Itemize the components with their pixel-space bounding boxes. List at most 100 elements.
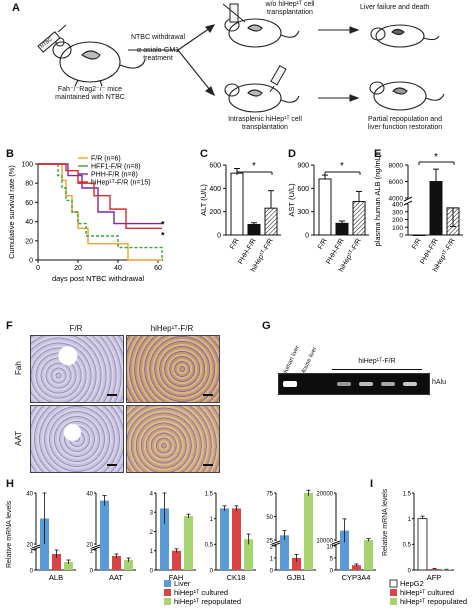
gel-band bbox=[283, 381, 297, 387]
y-tick-label: 10 bbox=[326, 544, 333, 550]
mouse-bottom-icon bbox=[224, 83, 300, 113]
x-tick-label: F/R bbox=[411, 238, 423, 251]
significance-star: * bbox=[252, 161, 256, 172]
bar bbox=[280, 535, 289, 570]
axis-break bbox=[31, 546, 41, 551]
gene-label: CYP3A4 bbox=[342, 573, 371, 582]
x-tick-label: F/R bbox=[229, 238, 241, 251]
legend-label: PHH-F/R (n=8) bbox=[91, 172, 138, 179]
mouse-start-label-line1: Fah⁻/⁻Rag2⁻/⁻ mice bbox=[57, 86, 123, 93]
bar bbox=[100, 500, 109, 570]
bar bbox=[352, 565, 361, 570]
bar bbox=[160, 508, 169, 570]
micrograph-hihep-fah bbox=[126, 335, 220, 403]
panel-a-schematic bbox=[37, 3, 445, 113]
crossed-syringe-icon bbox=[222, 3, 246, 23]
panel-f-col2: hiHep¹ᵀ-F/R bbox=[150, 324, 194, 333]
gel-band bbox=[403, 382, 417, 386]
y-tick-label: 200 bbox=[209, 209, 221, 216]
micrograph-hihep-aat bbox=[126, 405, 220, 473]
scale-bar bbox=[203, 394, 213, 396]
lane-group-label: hiHep¹ᵀ-F/R bbox=[358, 358, 396, 365]
axis-break bbox=[91, 546, 101, 551]
treatment-line3: treatment bbox=[143, 55, 173, 62]
survival-curve-1 bbox=[38, 163, 163, 260]
y-tick-label: 0 bbox=[150, 568, 154, 574]
axis-break bbox=[31, 544, 41, 549]
y-tick-label: 0 bbox=[270, 568, 274, 574]
y-axis-label: plasma human ALB (ng/mL) bbox=[373, 153, 382, 246]
micrograph-fr-fah bbox=[30, 335, 124, 403]
bottom-branch-label: Intrasplenic hiHep¹ᵀ cell transplantatio… bbox=[210, 116, 320, 132]
y-tick-label: 20000 bbox=[316, 491, 333, 497]
y-tick-label: 0 bbox=[90, 568, 94, 574]
y-tick-label: 400 bbox=[392, 202, 403, 209]
treatment-line2: α-asialo-GM1 bbox=[136, 47, 180, 54]
bar bbox=[264, 207, 278, 236]
scale-bar bbox=[107, 394, 117, 396]
y-tick-label: 20 bbox=[26, 542, 33, 548]
scale-bar bbox=[107, 464, 117, 466]
x-tick-label: 40 bbox=[114, 265, 122, 272]
legend-label: hiHep¹ᵀ cultured bbox=[400, 588, 454, 597]
axis-break bbox=[331, 540, 341, 545]
gel-band bbox=[337, 382, 351, 386]
y-tick-label: 1 bbox=[210, 517, 214, 523]
legend-label: hiHep¹ᵀ cultured bbox=[174, 588, 228, 597]
y-tick-label: 60 bbox=[25, 200, 33, 207]
significance-star: * bbox=[340, 161, 344, 172]
y-tick-label: 0 bbox=[29, 258, 33, 265]
bottom-branch-line1: Intrasplenic hiHep¹ᵀ cell bbox=[228, 116, 302, 123]
x-tick-label: F/R bbox=[317, 238, 329, 251]
bar bbox=[292, 558, 301, 570]
bar bbox=[244, 539, 253, 570]
bar bbox=[352, 201, 366, 236]
bar bbox=[318, 178, 332, 236]
y-tick-label: 1 bbox=[408, 517, 412, 523]
legend-label: HFF1-F/R (n=8) bbox=[91, 164, 141, 171]
legend-label: hiHep¹ᵀ repopulated bbox=[174, 597, 241, 606]
axis-break bbox=[91, 544, 101, 549]
bar bbox=[184, 516, 193, 570]
mouse-dead-icon bbox=[370, 24, 440, 48]
gene-label: AAT bbox=[109, 573, 123, 582]
y-tick-label: 10000 bbox=[316, 538, 333, 544]
panel-c-label: C bbox=[200, 148, 208, 160]
panel-f-row2: AAT bbox=[14, 431, 23, 446]
y-tick-label: 0 bbox=[408, 568, 412, 574]
panel-e-label: E bbox=[374, 148, 382, 160]
y-tick-label: 0.5 bbox=[403, 543, 412, 549]
x-tick-label: 60 bbox=[154, 265, 162, 272]
legend-label: hiHep¹ᵀ-F/R (n=15) bbox=[91, 180, 151, 187]
y-tick-label: 3 bbox=[150, 511, 154, 517]
y-tick-label: 600 bbox=[209, 163, 221, 170]
y-tick-label: 100 bbox=[21, 162, 33, 169]
y-tick-label: 1.5 bbox=[205, 491, 214, 497]
survival-curve-2 bbox=[38, 163, 162, 225]
y-tick-label: 4000 bbox=[389, 196, 404, 203]
significance-star: * bbox=[161, 230, 165, 240]
mouse-top-icon bbox=[224, 18, 300, 48]
y-tick-label: 40 bbox=[25, 219, 33, 226]
y-tick-label: 5 bbox=[330, 556, 334, 562]
y-tick-label: 300 bbox=[297, 209, 309, 216]
y-axis-label: ALT (U/L) bbox=[199, 184, 208, 216]
gene-label: GJB1 bbox=[287, 573, 306, 582]
bar bbox=[412, 234, 426, 236]
panel-h-label: H bbox=[6, 478, 14, 490]
legend-label: Liver bbox=[174, 579, 191, 588]
y-tick-label: 40 bbox=[26, 491, 33, 497]
treatment-label: NTBC withdrawal α-asialo-GM1 treatment bbox=[118, 34, 198, 63]
mrna-panel-h: 012040ALB012040AAT01234FAH00.511.5CK1801… bbox=[26, 489, 376, 606]
bottom-outcome-line2: liver function restoration bbox=[367, 124, 443, 131]
y-tick-label: 80 bbox=[25, 181, 33, 188]
y-tick-label: 1 bbox=[270, 556, 274, 562]
significance-star: * bbox=[161, 220, 165, 230]
x-axis-label: days post NTBC withdrawal bbox=[52, 274, 144, 283]
y-axis-label: Cumulative survival rate (%) bbox=[7, 165, 16, 259]
bar bbox=[112, 556, 121, 570]
bottom-branch-line2: transplantation bbox=[242, 124, 288, 131]
bar bbox=[64, 562, 73, 570]
mouse-start-icon bbox=[52, 37, 146, 87]
